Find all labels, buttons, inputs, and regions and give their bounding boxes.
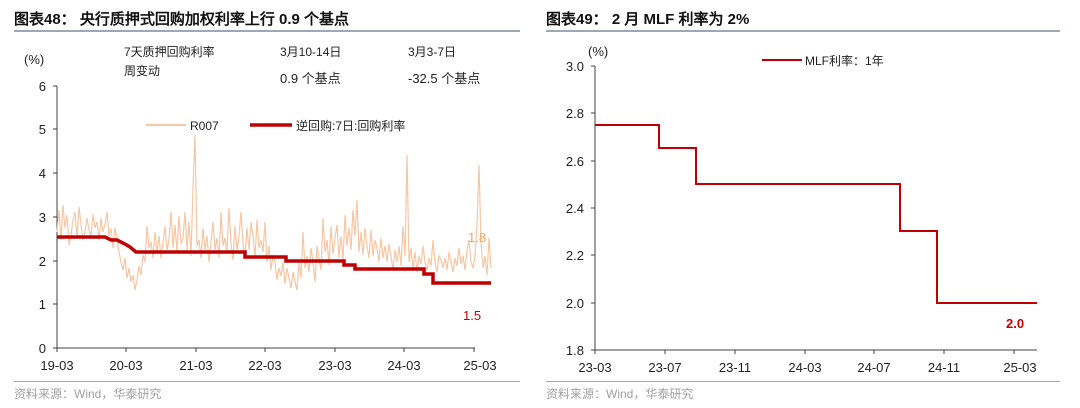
legend-label-mlf: MLF利率：1年 xyxy=(805,53,884,68)
svg-text:20-03: 20-03 xyxy=(109,358,142,373)
legend: MLF利率：1年 xyxy=(762,53,884,68)
end-label-r007: 1.8 xyxy=(468,230,486,245)
svg-text:23-07: 23-07 xyxy=(648,360,681,375)
x-axis: 19-03 20-03 21-03 22-03 23-03 24-03 25-0… xyxy=(40,347,497,373)
svg-text:25-03: 25-03 xyxy=(463,358,496,373)
svg-text:24-07: 24-07 xyxy=(857,360,890,375)
legend: R007 逆回购:7日:回购利率 xyxy=(146,118,405,133)
title-divider xyxy=(546,30,1060,32)
legend-label-reverse-repo: 逆回购:7日:回购利率 xyxy=(296,118,405,133)
svg-text:19-03: 19-03 xyxy=(40,358,73,373)
chart-49-plot: (%) 1.8 2.0 2.2 2.4 2.6 2.8 3.0 23-03 23… xyxy=(566,44,1037,375)
source-note: 资料来源：Wind，华泰研究 xyxy=(14,387,162,401)
info-col1-header: 3月10-14日 xyxy=(280,45,341,59)
chart-title: 图表48： 央行质押式回购加权利率上行 0.9 个基点 xyxy=(14,11,350,28)
info-col2-header: 3月3-7日 xyxy=(408,45,456,59)
y-axis: 0 1 2 3 4 5 6 xyxy=(39,79,58,356)
svg-text:3: 3 xyxy=(39,210,46,225)
svg-text:24-03: 24-03 xyxy=(788,360,821,375)
svg-text:23-03: 23-03 xyxy=(318,358,351,373)
svg-text:2.0: 2.0 xyxy=(566,296,584,311)
chart-48-plot: (%) 7天质押回购利率 周变动 3月10-14日 0.9 个基点 3月3-7日… xyxy=(24,44,497,373)
series-mlf-1y xyxy=(595,124,1037,304)
svg-text:4: 4 xyxy=(39,166,46,181)
svg-text:0: 0 xyxy=(39,341,46,356)
legend-label-r007: R007 xyxy=(190,119,219,133)
info-label-line1: 7天质押回购利率 xyxy=(124,44,215,59)
svg-text:24-11: 24-11 xyxy=(928,360,960,375)
chart-panel-49: 图表49： 2 月 MLF 利率为 2% (%) 1.8 2.0 2.2 2.4… xyxy=(540,0,1080,408)
end-label-reverse-repo: 1.5 xyxy=(463,308,481,323)
source-divider xyxy=(14,381,520,382)
svg-text:1: 1 xyxy=(39,297,46,312)
svg-text:6: 6 xyxy=(39,79,46,94)
source-divider xyxy=(546,381,1060,382)
svg-text:23-03: 23-03 xyxy=(578,360,611,375)
y-unit-label: (%) xyxy=(24,52,44,67)
source-note: 资料来源：Wind，华泰研究 xyxy=(546,387,694,401)
y-unit-label: (%) xyxy=(588,44,608,59)
x-axis: 23-03 23-07 23-11 24-03 24-07 24-11 25-0… xyxy=(578,349,1037,375)
chart-panel-48: 图表48： 央行质押式回购加权利率上行 0.9 个基点 (%) 7天质押回购利率… xyxy=(14,11,520,401)
chart-title: 图表49： 2 月 MLF 利率为 2% xyxy=(546,11,750,28)
info-col2-value: -32.5 个基点 xyxy=(408,71,480,86)
svg-text:1.8: 1.8 xyxy=(566,343,584,358)
svg-text:2.8: 2.8 xyxy=(566,106,584,121)
svg-text:21-03: 21-03 xyxy=(179,358,212,373)
svg-text:23-11: 23-11 xyxy=(719,360,751,375)
title-divider xyxy=(14,30,520,32)
series-reverse-repo-7d xyxy=(57,235,491,285)
info-col1-value: 0.9 个基点 xyxy=(280,71,341,86)
y-axis: 1.8 2.0 2.2 2.4 2.6 2.8 3.0 xyxy=(566,59,596,358)
svg-text:2.4: 2.4 xyxy=(566,201,584,216)
svg-text:22-03: 22-03 xyxy=(248,358,281,373)
svg-text:24-03: 24-03 xyxy=(387,358,420,373)
svg-text:2: 2 xyxy=(39,254,46,269)
info-label-line2: 周变动 xyxy=(124,63,160,78)
svg-text:5: 5 xyxy=(39,122,46,137)
svg-text:2.2: 2.2 xyxy=(566,248,584,263)
svg-text:3.0: 3.0 xyxy=(566,59,584,74)
end-label-mlf: 2.0 xyxy=(1006,316,1024,331)
svg-text:25-03: 25-03 xyxy=(1003,360,1036,375)
svg-text:2.6: 2.6 xyxy=(566,154,584,169)
series-r007 xyxy=(56,134,492,291)
